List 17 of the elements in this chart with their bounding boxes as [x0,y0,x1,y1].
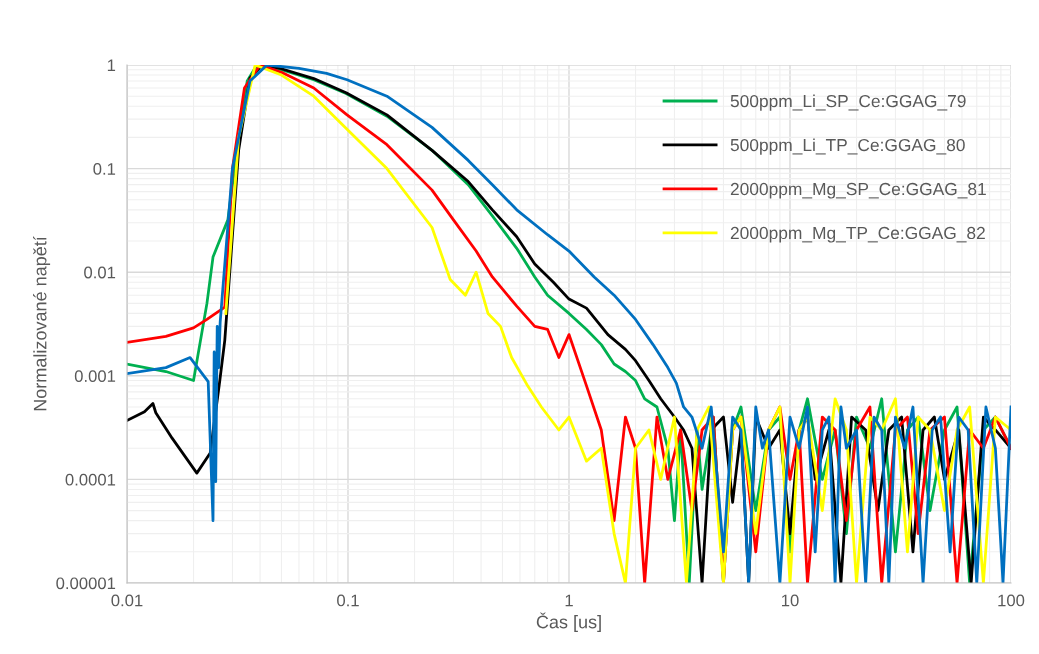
x-tick-label: 100 [998,594,1025,607]
y-axis-title: Normalizované napětí [33,236,51,411]
legend-label: 500ppm_Li_SP_Ce:GGAG_79 [730,94,966,111]
x-tick-label: 0.1 [337,594,359,607]
x-tick-label: 0.01 [111,594,143,607]
legend-label: 2000ppm_Mg_TP_Ce:GGAG_82 [730,226,985,243]
x-tick-label: 10 [782,594,799,607]
y-tick-label: 0.1 [93,163,116,175]
y-tick-label: 0.01 [84,266,116,279]
x-axis-title: Čas [us] [536,612,601,632]
y-tick-label: 1 [107,59,116,72]
y-tick-label: 0.001 [74,370,116,382]
legend-label: 500ppm_Li_TP_Ce:GGAG_80 [730,138,965,155]
y-tick-label: 0.00001 [56,577,116,590]
y-tick-label: 0.0001 [65,473,116,486]
legend-label: 2000ppm_Mg_SP_Ce:GGAG_81 [730,182,986,199]
x-tick-label: 1 [565,594,573,607]
